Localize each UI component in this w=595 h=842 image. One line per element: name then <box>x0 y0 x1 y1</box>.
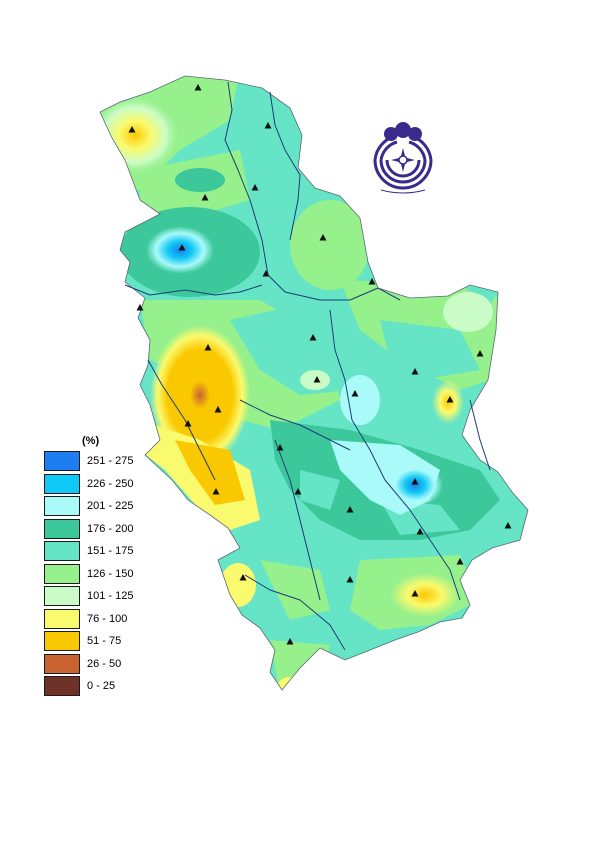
legend-label: 251 - 275 <box>87 455 134 468</box>
river-ibar <box>274 439 321 601</box>
triangle-marker-icon <box>313 376 321 383</box>
legend-swatch <box>44 451 80 472</box>
river-sava <box>124 284 263 296</box>
legend-label: 226 - 250 <box>87 477 134 490</box>
legend-item: 226 - 250 <box>44 473 133 496</box>
triangle-marker-icon <box>446 396 454 403</box>
river-south <box>244 574 346 651</box>
legend-swatch <box>44 676 80 697</box>
triangle-marker-icon <box>276 444 284 451</box>
triangle-marker-icon <box>309 334 317 341</box>
legend-label: 176 - 200 <box>87 522 134 535</box>
legend-label: 126 - 150 <box>87 567 134 580</box>
triangle-marker-icon <box>212 488 220 495</box>
triangle-marker-icon <box>476 350 484 357</box>
institute-seal-icon <box>373 122 433 194</box>
legend-swatch <box>44 473 80 494</box>
legend-swatch <box>44 496 80 517</box>
triangle-marker-icon <box>411 590 419 597</box>
legend-swatch <box>44 608 80 629</box>
river-tisa <box>269 91 301 241</box>
legend-swatch <box>44 631 80 652</box>
triangle-marker-icon <box>214 406 222 413</box>
legend-item: 0 - 25 <box>44 675 133 698</box>
triangle-marker-icon <box>251 184 259 191</box>
legend-label: 76 - 100 <box>87 612 128 625</box>
rivers <box>124 81 491 651</box>
triangle-marker-icon <box>351 390 359 397</box>
triangle-marker-icon <box>262 270 270 277</box>
precipitation-surface <box>100 76 528 690</box>
triangle-marker-icon <box>184 420 192 427</box>
legend-item: 251 - 275 <box>44 450 133 473</box>
legend-item: 201 - 225 <box>44 495 133 518</box>
triangle-marker-icon <box>456 558 464 565</box>
river-danube <box>224 81 401 301</box>
triangle-marker-icon <box>346 576 354 583</box>
triangle-marker-icon <box>346 506 354 513</box>
legend-item: 26 - 50 <box>44 653 133 676</box>
river-zapadna-morava <box>239 399 351 451</box>
triangle-marker-icon <box>178 244 186 251</box>
legend-item: 126 - 150 <box>44 563 133 586</box>
legend-swatch <box>44 518 80 539</box>
river-timok <box>469 399 491 471</box>
legend-swatch <box>44 563 80 584</box>
river-juzna-morava <box>384 479 461 601</box>
triangle-marker-icon <box>411 368 419 375</box>
legend-label: 101 - 125 <box>87 590 134 603</box>
legend-item: 101 - 125 <box>44 585 133 608</box>
legend-item: 76 - 100 <box>44 608 133 631</box>
legend: (%) 251 - 275 226 - 250 201 - 225 176 - 200… <box>44 432 133 698</box>
triangle-marker-icon <box>368 278 376 285</box>
triangle-marker-icon <box>239 574 247 581</box>
river-morava <box>329 309 386 481</box>
stations <box>128 84 512 645</box>
triangle-marker-icon <box>264 122 272 129</box>
legend-item: 51 - 75 <box>44 630 133 653</box>
legend-item: 151 - 175 <box>44 540 133 563</box>
legend-swatch <box>44 586 80 607</box>
triangle-marker-icon <box>411 478 419 485</box>
triangle-marker-icon <box>136 304 144 311</box>
legend-swatch <box>44 541 80 562</box>
legend-label: 0 - 25 <box>87 680 116 693</box>
triangle-marker-icon <box>128 126 136 133</box>
triangle-marker-icon <box>319 234 327 241</box>
triangle-marker-icon <box>201 194 209 201</box>
legend-label: 201 - 225 <box>87 500 134 513</box>
river-drina <box>147 359 216 481</box>
legend-label: 151 - 175 <box>87 545 134 558</box>
triangle-marker-icon <box>504 522 512 529</box>
triangle-marker-icon <box>416 528 424 535</box>
legend-label: 26 - 50 <box>87 657 122 670</box>
legend-item: 176 - 200 <box>44 518 133 541</box>
legend-rows: 251 - 275 226 - 250 201 - 225 176 - 200 151 … <box>44 450 133 698</box>
triangle-marker-icon <box>286 638 294 645</box>
triangle-marker-icon <box>294 488 302 495</box>
legend-unit: (%) <box>82 435 100 447</box>
triangle-marker-icon <box>194 84 202 91</box>
triangle-marker-icon <box>204 344 212 351</box>
legend-label: 51 - 75 <box>87 635 122 648</box>
legend-swatch <box>44 653 80 674</box>
